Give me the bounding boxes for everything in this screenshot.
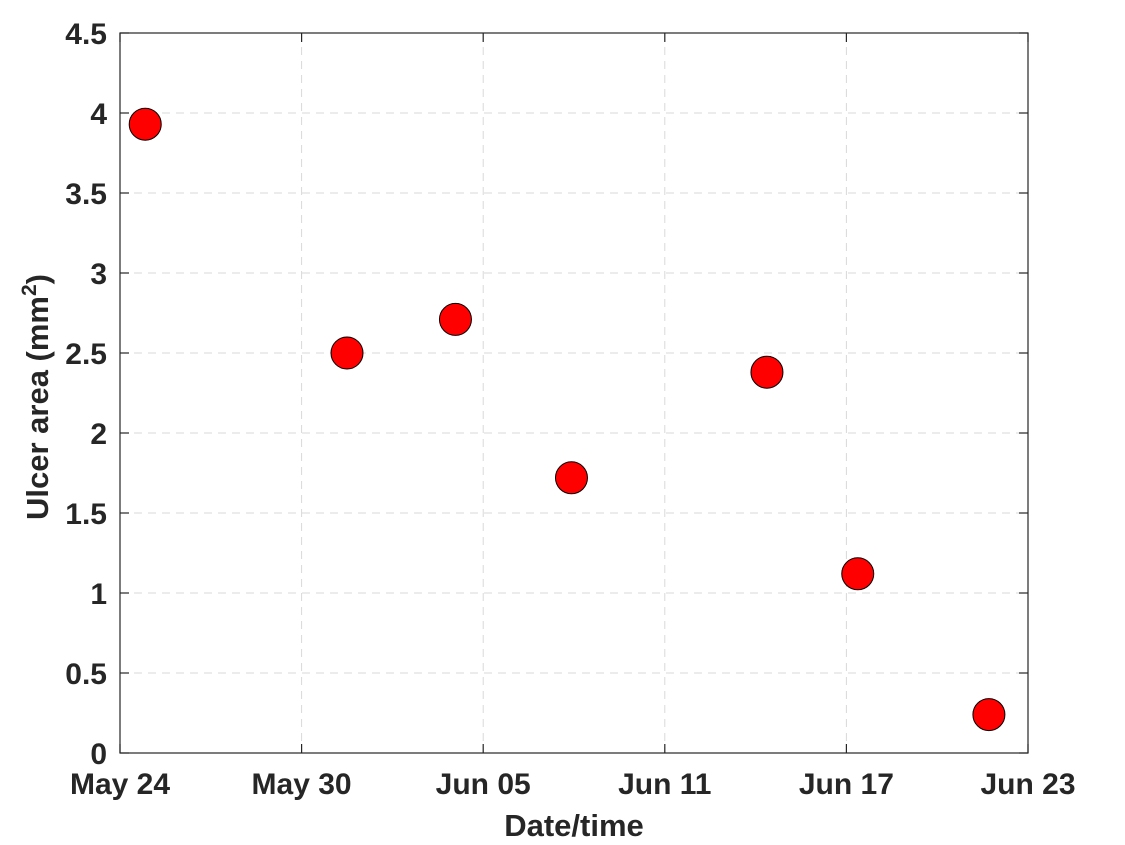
y-tick-label: 0 xyxy=(90,738,107,771)
data-point xyxy=(750,355,784,389)
x-tick-label: Jun 23 xyxy=(980,768,1075,801)
data-point xyxy=(972,698,1006,732)
data-point xyxy=(438,302,472,336)
y-tick-label: 1.5 xyxy=(65,498,107,531)
y-axis-label-superscript: 2 xyxy=(18,284,41,296)
y-axis-label-suffix: ) xyxy=(20,274,55,284)
y-tick-label: 4 xyxy=(90,98,107,131)
y-axis-label-text: Ulcer area (mm xyxy=(20,296,55,520)
y-axis-label: Ulcer area (mm2) xyxy=(18,274,55,520)
x-tick-label: May 30 xyxy=(252,768,352,801)
grid xyxy=(120,33,1028,753)
x-tick-labels: May 24 May 30 Jun 05 Jun 11 Jun 17 Jun 23 xyxy=(70,768,1076,801)
y-tick-label: 2.5 xyxy=(65,338,107,371)
x-tick-label: Jun 17 xyxy=(799,768,894,801)
x-tick-label: May 24 xyxy=(70,768,170,801)
y-tick-label: 1 xyxy=(90,578,107,611)
x-tick-label: Jun 11 xyxy=(618,768,711,801)
y-tick-labels: 0 0.5 1 1.5 2 2.5 3 3.5 4 4.5 xyxy=(65,18,107,771)
y-tick-label: 0.5 xyxy=(65,658,107,691)
x-tick-label: Jun 05 xyxy=(436,768,531,801)
data-point xyxy=(841,557,875,591)
x-axis-label: Date/time xyxy=(504,808,644,843)
y-tick-label: 2 xyxy=(90,418,107,451)
data-points xyxy=(128,107,1006,732)
data-point xyxy=(330,336,364,370)
plot-frame xyxy=(119,32,1029,754)
y-tick-label: 3 xyxy=(90,258,107,291)
ticks xyxy=(119,32,1029,754)
y-tick-label: 4.5 xyxy=(65,18,107,51)
y-tick-label: 3.5 xyxy=(65,178,107,211)
data-point xyxy=(128,107,162,141)
data-point xyxy=(554,461,588,495)
